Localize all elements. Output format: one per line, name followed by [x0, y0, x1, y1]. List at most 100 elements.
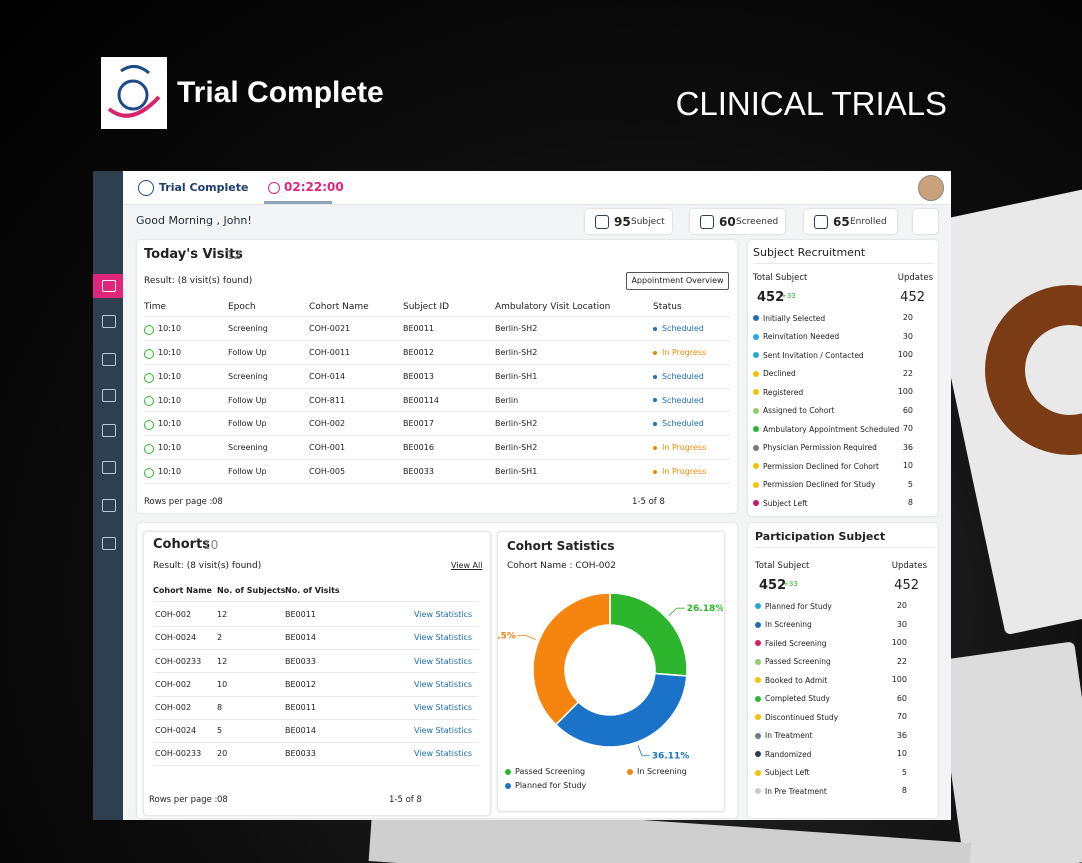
list-value: 5	[907, 479, 913, 489]
button[interactable]: Appointment Overview	[626, 272, 729, 290]
avatar[interactable]	[918, 175, 944, 201]
dot	[653, 469, 657, 474]
list-label: Planned for Study	[765, 601, 832, 611]
column-header: No. of Subjects	[217, 586, 286, 596]
cell: Follow Up	[228, 348, 267, 357]
stat-pill[interactable]	[690, 209, 785, 234]
sidebar-icon[interactable]	[102, 499, 116, 512]
list-label: In Pre Treatment	[765, 786, 827, 796]
donut-chart: 26.18% 36.11% 37.5%	[497, 592, 723, 761]
cell: 10:10	[158, 348, 182, 357]
delta: +33	[781, 291, 796, 300]
link[interactable]: View Statistics	[414, 726, 473, 736]
list-value: 70	[902, 424, 913, 434]
sidebar-icon[interactable]	[102, 461, 116, 474]
cell: 12	[217, 656, 228, 666]
cell: Scheduled	[662, 324, 704, 334]
divider	[144, 459, 730, 460]
dot	[144, 467, 154, 478]
dropdown[interactable]	[913, 209, 938, 234]
list-value: 30	[902, 331, 913, 341]
dot	[755, 788, 761, 794]
cell: In Progress	[662, 443, 707, 453]
divider	[753, 263, 933, 264]
divider	[153, 672, 479, 674]
cell: Berlin	[495, 395, 519, 405]
recruitment-card	[748, 240, 938, 516]
legend-label: Planned for Study	[515, 781, 587, 791]
cell: 10:10	[158, 443, 182, 453]
link[interactable]: View Statistics	[414, 703, 473, 712]
updates: 452	[900, 290, 925, 306]
cell: Berlin-SH2	[495, 419, 538, 429]
cell: Berlin-SH1	[495, 371, 538, 381]
list-value: 70	[896, 712, 907, 722]
list-label: Assigned to Cohort	[763, 406, 835, 415]
delta: +33	[783, 579, 798, 588]
leader-line	[517, 634, 537, 640]
stat-pill[interactable]	[804, 209, 897, 234]
cell: BE0033	[285, 749, 316, 759]
greeting: Good Morning , John!	[136, 214, 252, 228]
list-label: Initially Selected	[763, 313, 826, 323]
app-brand: Trial Complete	[159, 181, 249, 195]
link[interactable]: View Statistics	[414, 656, 473, 666]
total-label: Total Subject	[755, 560, 810, 571]
sidebar-active[interactable]	[93, 274, 123, 298]
link[interactable]: View Statistics	[414, 633, 473, 643]
divider	[153, 718, 479, 720]
list-label: Subject Left	[765, 768, 810, 777]
result: Result: (8 visit(s) found)	[153, 560, 262, 571]
dot	[653, 398, 657, 403]
legend-swatch	[505, 769, 511, 775]
dot	[144, 420, 154, 431]
dot	[753, 389, 759, 395]
sidebar-icon[interactable]	[102, 537, 116, 550]
cell: BE0012	[285, 679, 316, 689]
donut-segment	[554, 672, 688, 748]
total-label: Total Subject	[753, 272, 808, 283]
link[interactable]: View All	[451, 561, 483, 571]
rows-per-page: Rows per page :	[144, 496, 213, 507]
divider	[755, 547, 935, 548]
leader-line	[637, 744, 650, 756]
dot	[755, 695, 761, 702]
dot	[753, 463, 759, 469]
dot	[753, 352, 759, 358]
list-value: 36	[896, 730, 907, 740]
updates-label: Updates	[891, 560, 927, 571]
cell: Follow Up	[228, 395, 267, 405]
cell: BE0013	[403, 371, 434, 381]
divider	[153, 649, 479, 651]
sidebar	[93, 171, 123, 820]
value-label: 26.18%	[687, 604, 723, 614]
column-header: Status	[653, 301, 682, 312]
cell: COH-014	[309, 371, 346, 381]
cell: BE0012	[403, 348, 434, 357]
dot	[755, 751, 761, 757]
list-value: 8	[907, 498, 913, 508]
divider	[153, 626, 479, 627]
list-value: 22	[902, 368, 913, 378]
link[interactable]: View Statistics	[414, 679, 473, 689]
sidebar-icon[interactable]	[102, 280, 116, 292]
total: 452	[757, 290, 785, 306]
sidebar-icon[interactable]	[102, 389, 116, 402]
sidebar-icon[interactable]	[102, 353, 116, 366]
chart-title: Cohort Satistics	[507, 538, 615, 553]
stat-pill[interactable]	[585, 209, 672, 234]
card-title: Subject Recruitment	[753, 246, 866, 260]
link[interactable]: View Statistics	[414, 610, 473, 620]
legend-item: In Screening	[627, 765, 715, 779]
sidebar-icon[interactable]	[102, 315, 116, 328]
link[interactable]: View Statistics	[414, 749, 473, 759]
cell: 10:10	[158, 395, 182, 405]
cell: BE0011	[285, 610, 316, 620]
dot	[753, 426, 759, 432]
cell: BE0017	[403, 419, 434, 429]
dot	[753, 481, 759, 488]
divider	[144, 387, 730, 389]
column-header: Epoch	[228, 301, 256, 312]
sidebar-icon[interactable]	[102, 424, 116, 437]
page-size: 08	[217, 794, 228, 805]
